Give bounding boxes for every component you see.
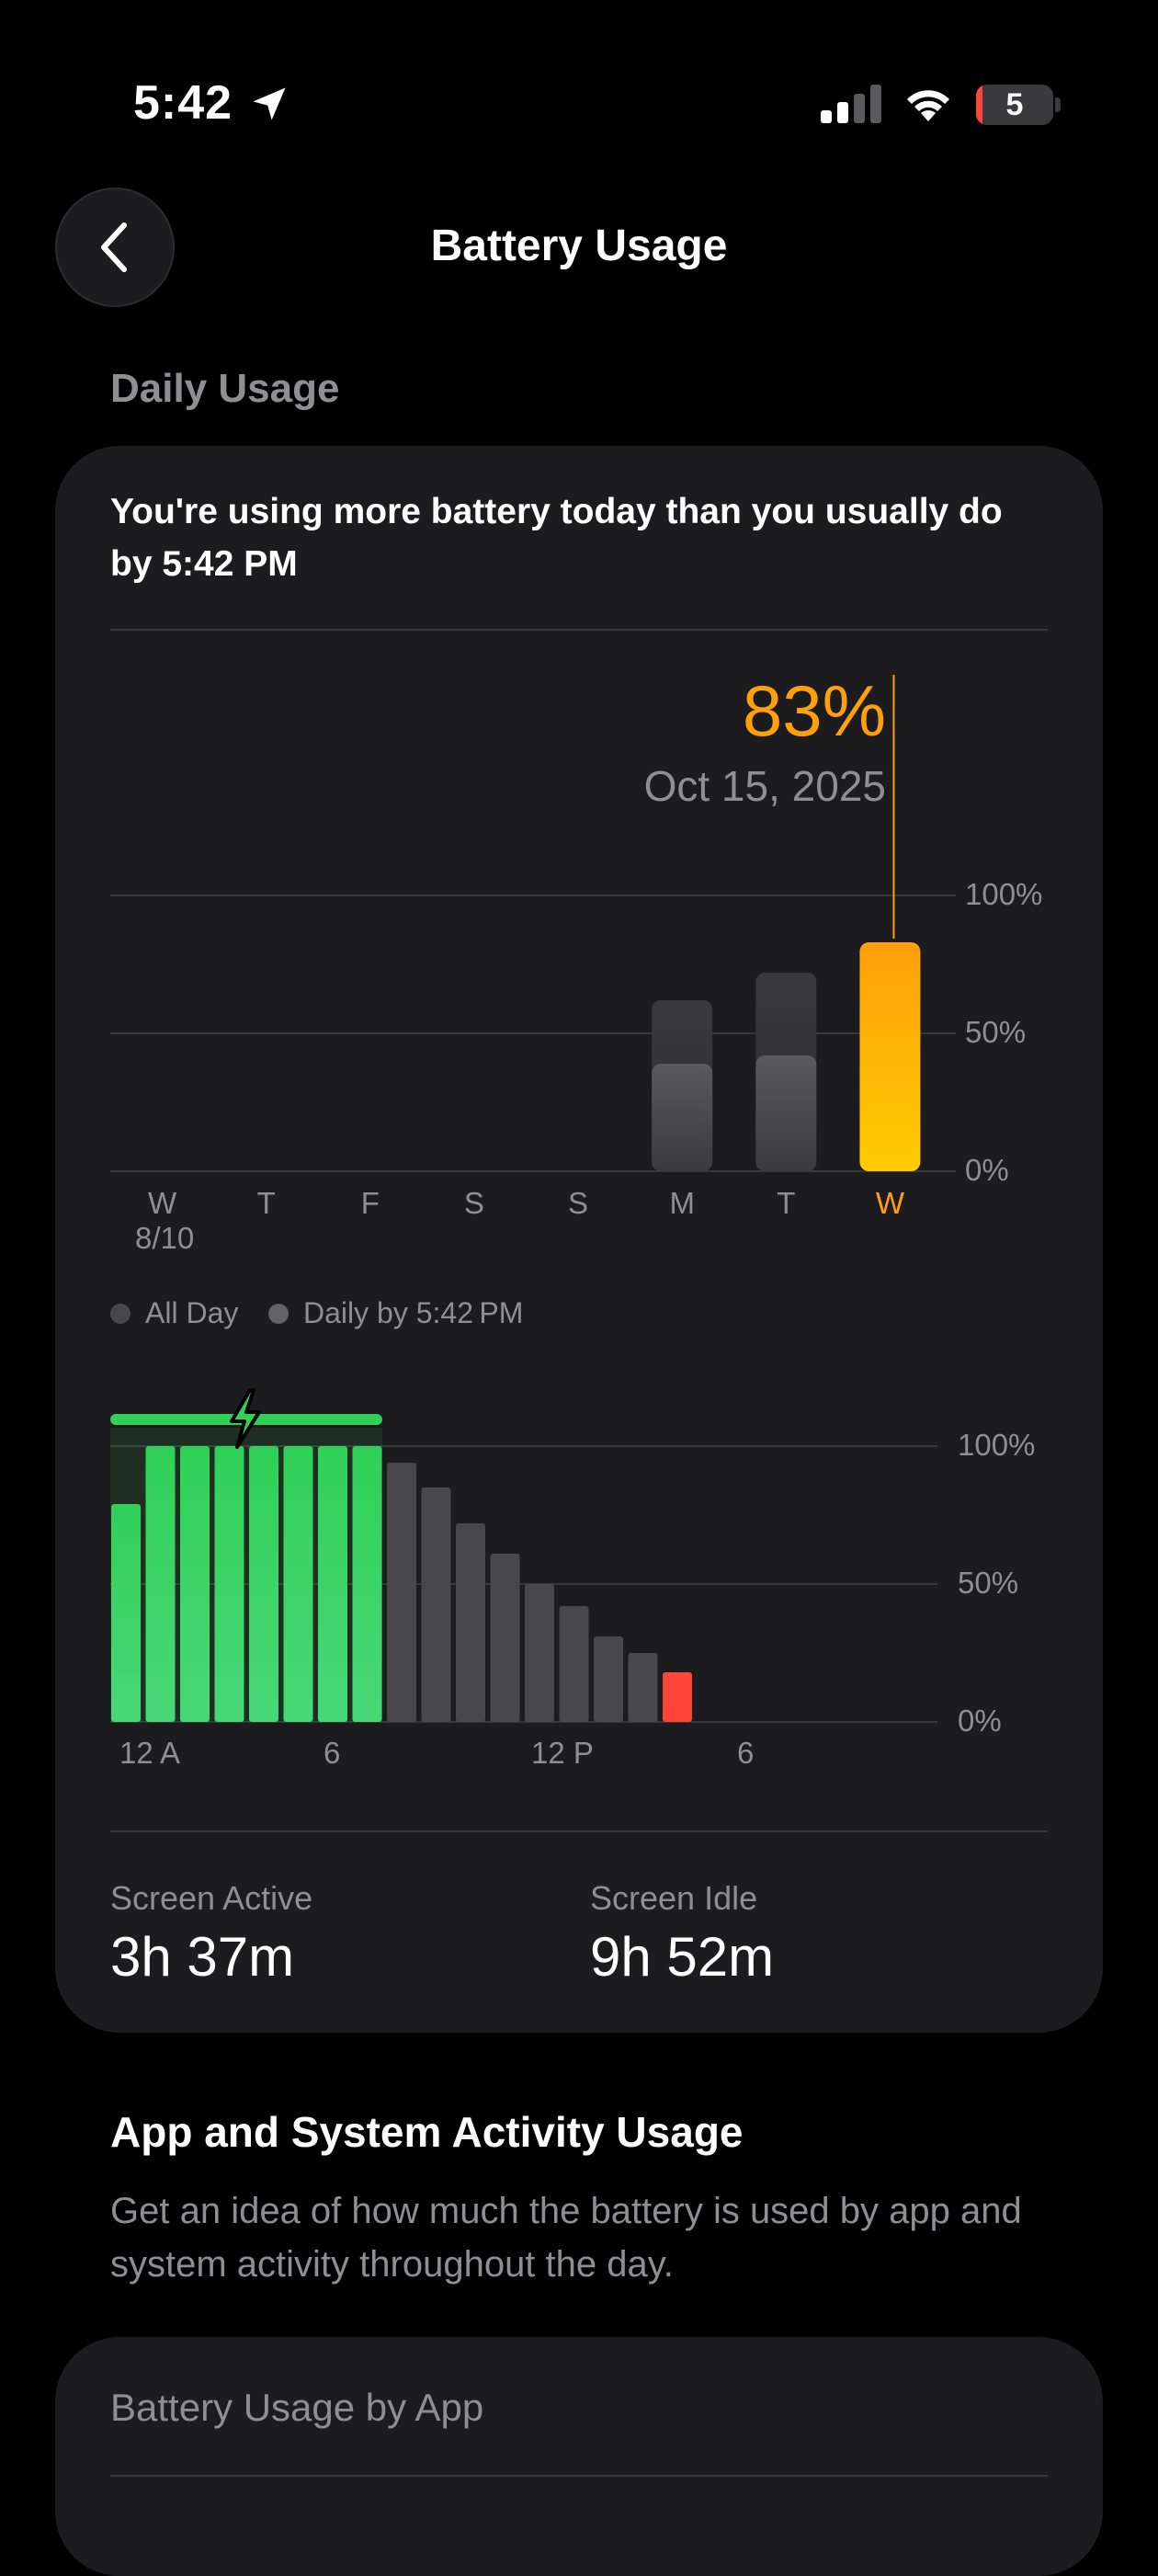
y-tick-label: 100%	[965, 877, 1043, 911]
activity-description: Get an idea of how much the battery is u…	[110, 2191, 1022, 2285]
hour-bar	[559, 1606, 589, 1722]
legend-dot	[268, 1303, 289, 1324]
hour-bar	[145, 1446, 176, 1722]
first-date-label: 8/10	[135, 1221, 195, 1255]
location-arrow-icon	[253, 87, 286, 120]
hour-bar	[594, 1636, 623, 1722]
battery-by-app-card[interactable]	[55, 2337, 1103, 2576]
summary-divider	[110, 629, 1048, 631]
hour-bar	[628, 1653, 658, 1722]
day-label[interactable]: T	[256, 1186, 276, 1220]
x-tick-label: 12 A	[119, 1736, 181, 1770]
hour-bar	[249, 1446, 278, 1722]
usage-summary-text: You're using more battery today than you…	[110, 492, 1003, 584]
y-tick-label: 0%	[958, 1704, 1002, 1738]
back-button[interactable]	[55, 188, 175, 307]
y-tick-label: 0%	[965, 1153, 1009, 1187]
x-tick-label: 6	[737, 1736, 755, 1770]
page-title: Battery Usage	[430, 222, 728, 270]
weekly-usage-chart[interactable]	[0, 0, 1158, 1269]
battery-cap	[1055, 97, 1061, 112]
chevron-left-icon	[101, 222, 127, 272]
screen-active-label: Screen Active	[110, 1879, 313, 1917]
stats-divider	[110, 1830, 1048, 1832]
hour-bar	[318, 1446, 347, 1722]
bar-daily-by-time	[755, 1055, 817, 1171]
status-time: 5:42	[133, 76, 233, 130]
day-label[interactable]: W	[147, 1186, 177, 1220]
y-tick-label: 100%	[958, 1428, 1036, 1462]
charging-shade	[110, 1428, 382, 1722]
day-label[interactable]: M	[669, 1186, 695, 1220]
cellular-signal-icon	[821, 85, 881, 123]
selected-date: Oct 15, 2025	[643, 762, 886, 810]
battery-icon: 5	[976, 85, 1053, 125]
bar-today	[859, 942, 921, 1171]
hour-bar	[663, 1672, 692, 1722]
legend-dot	[110, 1303, 131, 1324]
hour-bar	[421, 1487, 451, 1722]
hour-bar	[111, 1504, 141, 1722]
hour-bar	[387, 1463, 416, 1722]
day-label[interactable]: F	[360, 1186, 380, 1220]
hour-bar	[214, 1446, 244, 1722]
bar-daily-by-time	[652, 1064, 713, 1171]
y-tick-label: 50%	[965, 1015, 1027, 1049]
legend-all-day: All Day	[110, 1296, 238, 1330]
legend-label: All Day	[145, 1296, 239, 1329]
daily-usage-header: Daily Usage	[110, 366, 340, 411]
day-label[interactable]: S	[568, 1186, 589, 1220]
y-tick-label: 50%	[958, 1566, 1019, 1600]
hour-bar	[456, 1523, 485, 1722]
day-label[interactable]: T	[777, 1186, 796, 1220]
x-tick-label: 12 P	[531, 1736, 594, 1770]
hour-bar	[180, 1446, 210, 1722]
battery-by-app-label: Battery Usage by App	[110, 2386, 484, 2429]
hour-bar	[283, 1446, 313, 1722]
charging-bolt-icon	[230, 1388, 261, 1449]
battery-level: 5	[1005, 87, 1024, 122]
by-app-divider	[110, 2475, 1048, 2477]
daily-usage-card	[55, 446, 1103, 2033]
x-tick-label: 6	[324, 1736, 341, 1770]
selected-percent: 83%	[742, 670, 886, 751]
activity-section-title: App and System Activity Usage	[110, 2108, 744, 2156]
legend-label: Daily by 5:42 PM	[303, 1296, 524, 1329]
hourly-battery-chart[interactable]	[0, 1361, 1158, 1747]
legend-daily-by: Daily by 5:42 PM	[268, 1296, 523, 1330]
day-label[interactable]: W	[875, 1186, 905, 1220]
day-label[interactable]: S	[463, 1186, 484, 1220]
hour-bar	[352, 1446, 382, 1722]
screen-active-value: 3h 37m	[110, 1926, 295, 1988]
hour-bar	[490, 1554, 520, 1722]
screen-idle-value: 9h 52m	[590, 1926, 775, 1988]
wifi-icon	[907, 90, 949, 121]
screen-idle-label: Screen Idle	[590, 1879, 758, 1917]
hour-bar	[525, 1584, 554, 1722]
